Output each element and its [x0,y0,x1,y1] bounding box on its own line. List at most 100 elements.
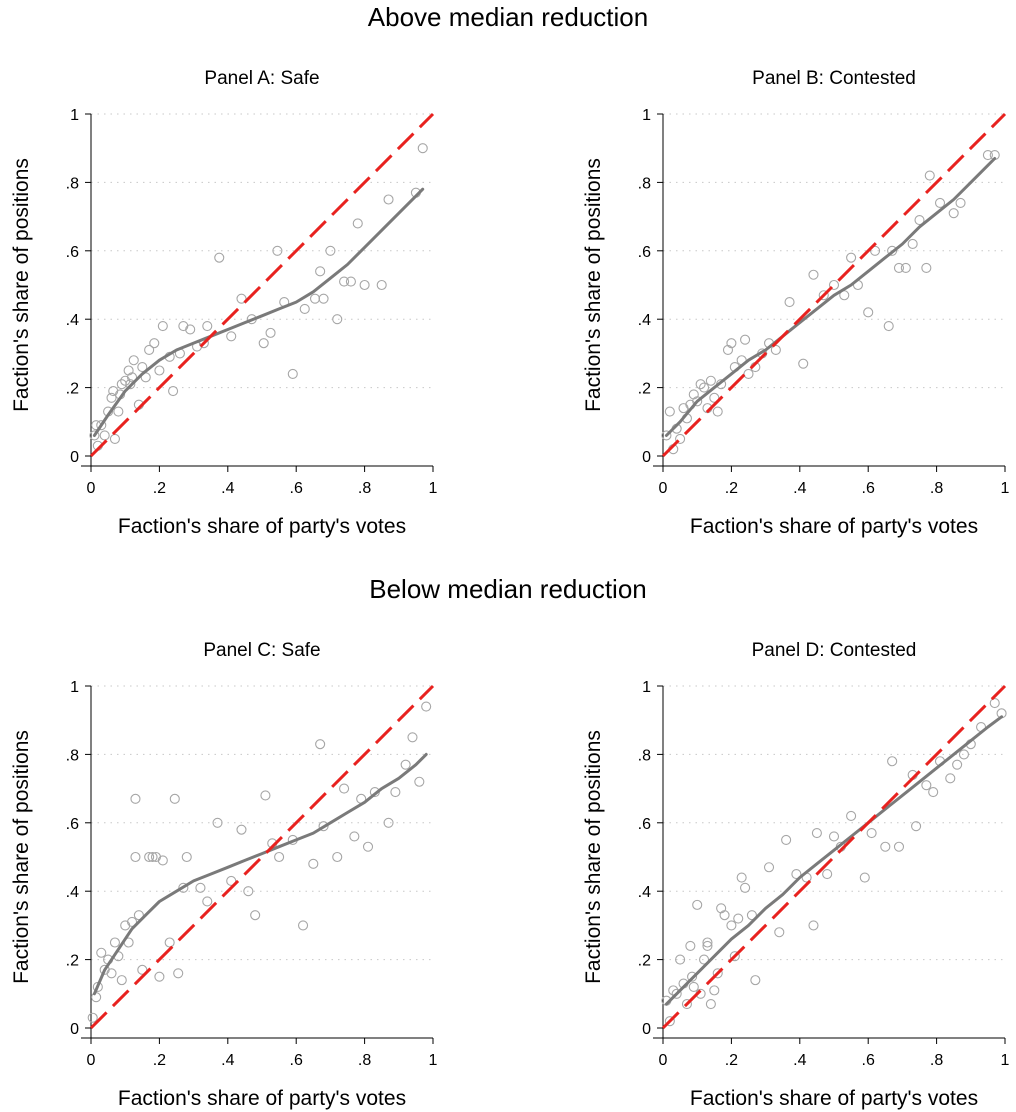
data-point [226,331,237,342]
data-point [99,430,110,441]
data-point [126,916,138,928]
data-point [202,320,213,332]
data-point [685,940,696,951]
data-point [144,851,155,863]
data-point [417,143,428,154]
data-point [887,245,898,256]
panel-d: Panel D: Contested 0 .2 .4 .6 .8 1 0 .2 .4 .6 .8 1 Fa… [582,640,1010,1110]
data-point [934,197,946,208]
data-point [770,344,781,356]
data-point [702,937,713,948]
data-point [109,937,120,948]
y-tick-label: .6 [66,244,79,261]
data-point [173,968,184,979]
x-tick-label: .8 [930,1052,943,1069]
data-point [709,392,720,403]
data-point [712,406,723,417]
data-point [958,749,970,760]
data-point [123,365,134,376]
panel-title: Panel B: Contested [752,68,916,89]
data-point [784,297,795,308]
data-point [96,420,107,431]
x-tick-label: .4 [221,1052,234,1069]
data-point [687,971,698,982]
data-point [202,896,213,907]
data-point [130,851,141,863]
x-tick-label: 0 [659,1052,668,1069]
y-tick-label: .4 [638,884,651,901]
section-title-above: Above median reduction [367,2,649,32]
x-tick-label: .4 [793,480,806,497]
data-point [89,430,100,441]
data-point [390,786,401,798]
y-tick-label: 1 [642,679,651,696]
data-point [178,882,189,893]
x-tick-label: 0 [87,1052,96,1069]
data-point [297,920,309,931]
y-tick-label: .6 [638,244,651,261]
diagonal-reference-line [89,684,435,1030]
data-point [137,964,148,975]
x-tick-label: .2 [153,480,166,497]
x-tick-label: .6 [862,480,875,497]
data-point [664,1016,675,1027]
x-tick-label: .6 [290,1052,303,1069]
data-point [709,985,720,996]
data-point [352,218,363,229]
data-point [681,999,692,1010]
data-point [421,701,432,712]
data-point [955,197,966,208]
data-point [736,872,747,883]
data-point [893,841,905,852]
data-point [911,821,922,832]
data-point [702,940,713,951]
data-point [880,841,891,852]
panel-c: Panel C: Safe 0 .2 .4 .6 .8 1 0 .2 .4 .6 .8 1 Faction… [10,640,438,1110]
y-tick-label: .8 [66,747,79,764]
x-axis-label: Faction's share of party's votes [690,1087,978,1110]
data-point [883,320,894,332]
data-point [116,975,127,986]
data-point [339,783,350,794]
data-point [822,869,833,880]
data-point [781,834,792,845]
data-point [818,290,829,301]
data-point [87,1012,98,1023]
data-point [863,307,874,318]
data-point [137,362,148,373]
data-point [250,910,261,921]
panel-b: Panel B: Contested 0 .2 .4 .6 .8 1 0 .2 .4 .6 .8 1 Fa… [582,68,1010,538]
data-point [791,869,802,880]
data-point [846,810,857,822]
data-point [169,793,180,804]
data-point [740,334,751,345]
fitted-curve [664,157,997,437]
section-title-below: Below median reduction [369,574,647,604]
data-point [149,338,160,349]
data-point [692,899,703,910]
data-point [664,406,675,417]
x-tick-label: 1 [1001,480,1010,497]
data-point [921,262,932,273]
data-point [113,406,124,417]
data-point [99,964,110,975]
data-point [299,303,310,314]
data-point [808,920,819,931]
data-point [315,266,326,277]
data-point [258,338,269,349]
y-tick-label: .2 [66,953,79,970]
data-point [362,841,374,852]
data-point [688,389,699,400]
fitted-curve [92,752,428,996]
data-point [318,293,329,304]
data-point [712,968,723,979]
data-point [726,338,737,349]
data-point [945,773,956,784]
panel-title: Panel D: Contested [752,640,917,661]
y-tick-label: .8 [638,747,651,764]
data-point [178,320,189,332]
data-point [678,403,689,414]
data-point [763,862,775,873]
data-point [120,920,131,931]
